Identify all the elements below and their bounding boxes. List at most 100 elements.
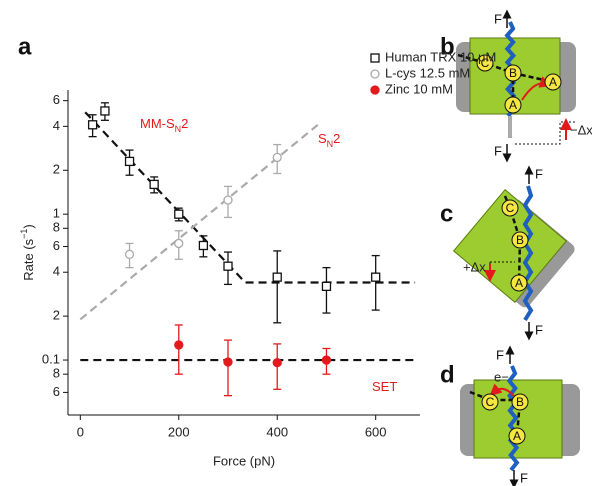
site <box>511 393 529 411</box>
legend-marker <box>370 53 380 63</box>
annotation-part: MM-S <box>140 116 175 131</box>
legend-label: Human TRX 10 μM <box>385 49 496 64</box>
error-bar <box>224 339 232 397</box>
y-tick-label: 6 <box>53 92 60 107</box>
y-tick-label: 1 <box>53 206 60 221</box>
site-label: B <box>516 233 524 247</box>
y-axis-label-part: Rate (s <box>21 238 36 280</box>
diagram-d: C B A e− F F <box>460 345 580 486</box>
marker <box>223 195 233 205</box>
error-bar <box>273 250 282 324</box>
site <box>501 199 519 217</box>
force-label: F <box>535 166 543 181</box>
marker <box>321 281 332 292</box>
marker <box>223 261 233 271</box>
marker <box>174 340 184 350</box>
annotation-part: 2 <box>333 131 340 146</box>
annotation: MM-SN2 <box>140 116 188 134</box>
panel-label: c <box>440 200 453 227</box>
displacement-label: −Δx <box>570 122 592 137</box>
y-tick-label: 4 <box>53 118 60 133</box>
protein <box>522 185 534 322</box>
site-label: A <box>515 276 523 290</box>
y-axis-label-part: ) <box>21 224 36 228</box>
marker <box>124 156 135 167</box>
legend-marker <box>370 85 380 95</box>
protein <box>506 365 520 472</box>
bond <box>503 195 522 284</box>
site-label: B <box>516 395 524 409</box>
annotation-part: S <box>318 131 327 146</box>
y-tick-label: 6 <box>53 384 60 399</box>
x-axis-label: Force (pN) <box>213 453 275 468</box>
marker <box>371 272 381 282</box>
panel-label: b <box>440 33 455 60</box>
marker <box>198 240 209 251</box>
site <box>511 231 529 249</box>
fit-line <box>84 111 416 284</box>
x-tick-label: 600 <box>365 424 387 439</box>
y-tick-label: 8 <box>53 366 60 381</box>
marker <box>149 179 159 190</box>
legend-marker <box>370 69 380 79</box>
marker <box>100 106 110 116</box>
site <box>508 427 526 445</box>
diagram-c: C B A F F +Δx <box>452 165 575 341</box>
force-label: F <box>494 143 502 158</box>
error-bar <box>174 324 183 375</box>
site-label: C <box>486 395 495 409</box>
site-label: A <box>513 429 521 443</box>
y-axis-label-part: −1 <box>19 229 29 239</box>
displacement-label: +Δx <box>463 259 486 274</box>
force-label: F <box>535 322 543 337</box>
site <box>481 393 499 411</box>
marker <box>174 209 184 219</box>
annotation-part: N <box>327 139 334 149</box>
guide <box>489 261 515 275</box>
site-label: C <box>481 56 490 70</box>
y-tick-label: 8 <box>53 220 60 235</box>
annotation-part: 2 <box>181 116 188 131</box>
force-label: F <box>494 11 502 26</box>
marker <box>87 120 98 130</box>
marker <box>272 357 282 368</box>
panel-label: a <box>18 33 32 60</box>
marker <box>174 238 184 249</box>
site <box>476 54 494 72</box>
y-tick-label: 2 <box>53 162 60 177</box>
site-label: A <box>549 75 557 89</box>
electron-label: e− <box>494 369 509 384</box>
error-bar <box>371 254 380 311</box>
electron-arrow <box>489 383 515 397</box>
site <box>504 64 522 82</box>
y-axis-label: Rate (s−1) <box>19 224 36 281</box>
annotation: SN2 <box>318 131 340 149</box>
legend-label: Zinc 10 mM <box>385 81 453 96</box>
annotation-part: SET <box>372 379 397 394</box>
guide <box>515 121 575 145</box>
site <box>510 274 528 292</box>
marker <box>272 152 282 163</box>
force-label: F <box>520 470 528 485</box>
site-label: A <box>509 98 517 112</box>
x-tick-label: 200 <box>168 424 190 439</box>
domain <box>473 379 563 459</box>
diagram-b: C B A A F F −Δx <box>456 9 592 163</box>
y-tick-label: 0.1 <box>42 351 60 366</box>
site <box>504 96 522 114</box>
y-tick-label: 6 <box>53 238 60 253</box>
y-tick-label: 4 <box>53 264 60 279</box>
y-tick-label: 2 <box>53 308 60 323</box>
annotation: SET <box>372 379 397 394</box>
legend-label: L-cys 12.5 mM <box>385 65 470 80</box>
site <box>544 73 562 91</box>
bond <box>469 390 522 437</box>
force-label: F <box>496 347 504 362</box>
marker <box>223 357 233 367</box>
site-label: C <box>506 201 515 215</box>
site-label: B <box>509 66 517 80</box>
marker <box>272 272 282 282</box>
annotation-part: N <box>175 124 182 134</box>
marker <box>124 249 135 260</box>
